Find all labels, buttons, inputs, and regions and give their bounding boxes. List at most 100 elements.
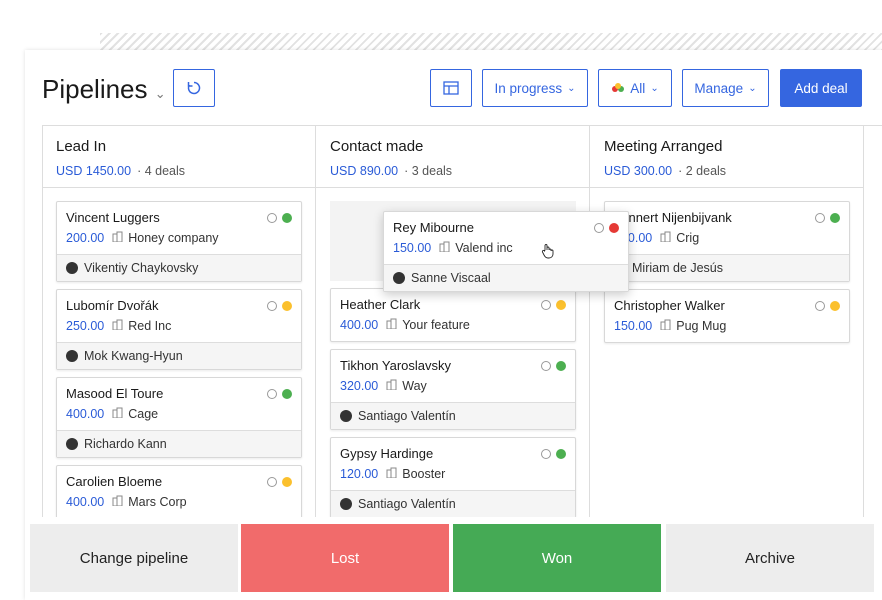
status-dot [282,301,292,311]
chevron: ⌄ [154,86,166,101]
page-title: Pipelines ⌄ [42,74,166,105]
person-icon [815,301,825,311]
card-body: Tikhon Yaroslavsky 320.00 Way [331,350,575,402]
card-body: Rey Mibourne 150.00 Valend inc [384,212,628,264]
deal-value: 400.00 [66,495,105,509]
card-body: Christopher Walker 150.00 Pug Mug [605,290,849,342]
owner-button[interactable]: All ⌄ [598,69,672,107]
title-text: Pipelines [42,74,148,104]
stage-amount: USD 890.00 [330,164,399,178]
deal-org: Valend inc [455,241,513,255]
deal-line: 400.00 Cage [66,407,292,421]
manage-button[interactable]: Manage ⌄ [682,69,769,107]
deal-org: Your feature [402,318,470,332]
org-icon [112,231,123,245]
card-icons [267,301,292,311]
avatar [66,438,78,450]
change-pipeline[interactable]: Change pipeline [30,524,238,592]
filter-button[interactable]: In progress ⌄ [482,69,588,107]
card-icons [267,389,292,399]
deal-line: 320.00 Way [340,379,566,393]
org-icon [386,318,397,332]
stage-count: · 4 deals [137,164,186,178]
deal-list: Lennert Nijenbijvank 100.00 Crig Miriam de … [590,188,863,356]
card-footer: Mok Kwang-Hyun [57,342,301,369]
card-icons [541,361,566,371]
deal-card[interactable]: Christopher Walker 150.00 Pug Mug [604,289,850,343]
person-name: Mok Kwang-Hyun [84,349,183,363]
person-icon [541,361,551,371]
stage-header: Contact made USD 890.00 · 3 deals [316,126,589,188]
archive[interactable]: Archive [666,524,874,592]
lost[interactable]: Lost [241,524,449,592]
view-button[interactable] [430,69,472,107]
deal-name: Carolien Bloeme [66,474,163,489]
deal-name: Tikhon Yaroslavsky [340,358,452,373]
button-label: Manage [694,80,744,96]
card-footer: Richardo Kann [57,430,301,457]
stage-name: Lead In [56,138,107,155]
status-dot [282,389,292,399]
status-dot [556,300,566,310]
stage-column: Meeting Arranged USD 300.00 · 2 deals Lenne… [590,126,864,526]
org-icon [386,379,397,393]
deal-org: Red Inc [128,319,172,333]
deal-value: 320.00 [340,379,379,393]
deal-card[interactable]: Lennert Nijenbijvank 100.00 Crig Miriam de … [604,201,850,282]
refresh-button[interactable] [173,69,215,107]
deal-value: 120.00 [340,467,379,481]
deal-line: 100.00 Crig [614,231,840,245]
person-name: Richardo Kann [84,437,167,451]
card-icons [815,213,840,223]
action-bar: Change pipeline Lost Won Archive [25,517,882,600]
button-label: In progress [494,80,563,96]
avatar [393,272,405,284]
card-body: Lubomír Dvořák 250.00 Red Inc [57,290,301,342]
stage-amount: USD 1450.00 [56,164,132,178]
card-footer: Miriam de Jesús [605,254,849,281]
deal-name: Vincent Luggers [66,210,160,225]
status-dot [830,301,840,311]
status-dot [556,361,566,371]
person-icon [815,213,825,223]
deal-card[interactable]: Lubomír Dvořák 250.00 Red Inc Mok Kwang-Hyu… [56,289,302,370]
card-icons [594,223,619,233]
stage-column: Contact made USD 890.00 · 3 deals Heather C… [316,126,590,526]
stage-header: Lead In USD 1450.00 · 4 deals [42,126,315,188]
hatch [100,33,882,51]
stage-summary: USD 890.00 · 3 deals [330,164,575,178]
org-icon [112,407,123,421]
deal-card[interactable]: Tikhon Yaroslavsky 320.00 Way Santiago Vale… [330,349,576,430]
won[interactable]: Won [453,524,661,592]
deal-name: Christopher Walker [614,298,725,313]
status-dot [556,449,566,459]
deal-card[interactable]: Rey Mibourne 150.00 Valend inc Sanne Viscaa… [383,211,629,292]
deal-card[interactable]: Heather Clark 400.00 Your feature [330,288,576,342]
person-name: Miriam de Jesús [632,261,723,275]
card-body: Vincent Luggers 200.00 Honey company [57,202,301,254]
avatar [340,410,352,422]
card-icons [267,477,292,487]
deal-card[interactable]: Gypsy Hardinge 120.00 Booster Santiago Vale… [330,437,576,518]
deal-card[interactable]: Masood El Toure 400.00 Cage Richardo Kann [56,377,302,458]
card-body: Lennert Nijenbijvank 100.00 Crig [605,202,849,254]
deal-line: 150.00 Pug Mug [614,319,840,333]
stage-count: · 2 deals [678,164,727,178]
person-name: Santiago Valentín [358,497,456,511]
deal-value: 250.00 [66,319,105,333]
deal-org: Way [402,379,427,393]
card-icons [815,301,840,311]
deal-name: Lubomír Dvořák [66,298,159,313]
deal-org: Pug Mug [676,319,727,333]
deal-line: 150.00 Valend inc [393,241,619,255]
card-body: Heather Clark 400.00 Your feature [331,289,575,341]
status-dot [282,213,292,223]
avatar [340,498,352,510]
stage-amount: USD 300.00 [604,164,673,178]
deal-name: Rey Mibourne [393,220,474,235]
add-deal-button[interactable]: Add deal [780,69,862,107]
stage-name: Meeting Arranged [604,138,723,155]
deal-card[interactable]: Vincent Luggers 200.00 Honey company Vikent… [56,201,302,282]
person-icon [594,223,604,233]
deal-value: 150.00 [393,241,432,255]
